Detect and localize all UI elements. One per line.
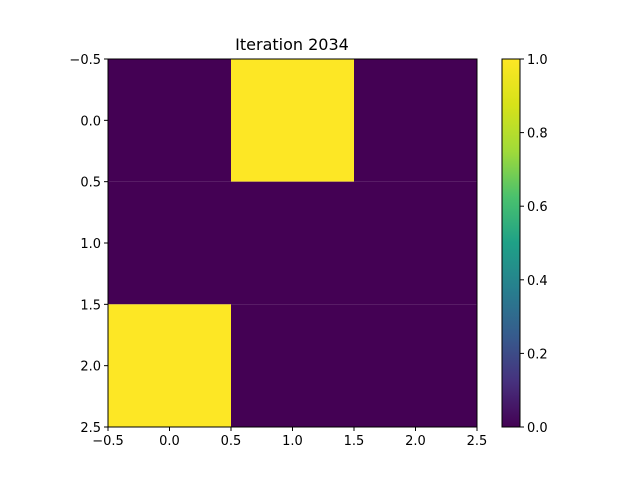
colorbar-tick-label: 1.0 (527, 53, 548, 68)
heatmap-cell-r2-c1 (231, 304, 354, 427)
x-tick-label: 0.0 (159, 434, 180, 449)
x-tick-label: 2.0 (405, 434, 426, 449)
y-tick-label: 1.0 (80, 237, 101, 252)
x-tick-label: 2.5 (467, 434, 488, 449)
heatmap-cells (108, 59, 477, 427)
heatmap-cell-r0-c2 (354, 59, 477, 182)
y-tick-label: −0.5 (69, 53, 101, 68)
colorbar-axis: 0.0 0.2 0.4 0.6 0.8 1.0 (520, 53, 548, 436)
x-tick-label: 1.5 (344, 434, 365, 449)
colorbar-tick-label: 0.6 (527, 200, 548, 215)
heatmap-cell-r1-c0 (108, 181, 231, 305)
heatmap-cell-r2-c0 (108, 304, 231, 427)
y-axis: −0.5 0.0 0.5 1.0 1.5 2.0 2.5 (69, 53, 108, 436)
colorbar-tick-label: 0.2 (527, 347, 548, 362)
y-tick-label: 2.0 (80, 360, 101, 375)
y-tick-label: 0.5 (80, 176, 101, 191)
heatmap-cell-r2-c2 (354, 304, 477, 427)
x-tick-label: 1.0 (282, 434, 303, 449)
colorbar-frame (501, 58, 521, 428)
y-tick-label: 2.5 (80, 421, 101, 436)
x-tick-label: 0.5 (221, 434, 242, 449)
heatmap-cell-r1-c1 (231, 181, 354, 305)
colorbar-tick-label: 0.8 (527, 127, 548, 142)
x-tick-label: −0.5 (92, 434, 124, 449)
colorbar-tick-label: 0.0 (527, 421, 548, 436)
heatmap-cell-r1-c2 (354, 181, 477, 305)
chart-title: Iteration 2034 (235, 35, 349, 54)
y-tick-label: 1.5 (80, 298, 101, 313)
y-tick-label: 0.0 (80, 114, 101, 129)
colorbar-gradient (502, 59, 520, 427)
x-axis: −0.5 0.0 0.5 1.0 1.5 2.0 2.5 (92, 427, 487, 449)
heatmap-cell-r0-c1 (231, 59, 354, 182)
heatmap-cell-r0-c0 (108, 59, 231, 182)
colorbar-tick-label: 0.4 (527, 274, 548, 289)
